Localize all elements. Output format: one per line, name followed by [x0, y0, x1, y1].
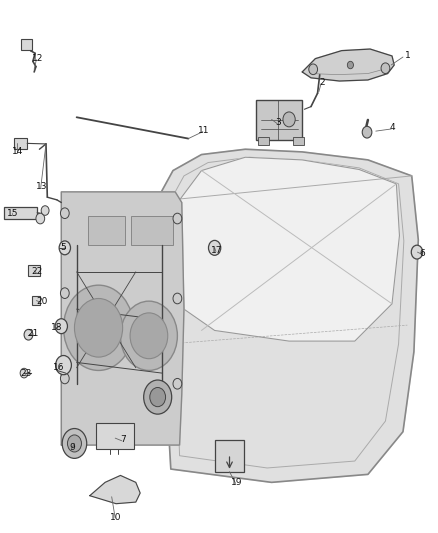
Bar [28, 265, 40, 276]
Circle shape [173, 293, 182, 304]
Text: 13: 13 [36, 182, 47, 191]
Text: 22: 22 [32, 268, 43, 276]
Bar [21, 39, 32, 50]
Bar [4, 207, 37, 219]
Circle shape [60, 288, 69, 298]
Bar [88, 216, 125, 245]
Text: 4: 4 [389, 124, 395, 132]
Circle shape [144, 380, 172, 414]
Circle shape [362, 126, 372, 138]
Text: 6: 6 [420, 249, 426, 257]
Text: 5: 5 [60, 244, 67, 252]
Bar [258, 137, 269, 145]
Bar [256, 100, 302, 140]
Circle shape [130, 313, 168, 359]
Text: 20: 20 [36, 297, 47, 305]
Circle shape [20, 368, 28, 378]
Circle shape [150, 387, 166, 407]
Circle shape [347, 61, 353, 69]
Polygon shape [61, 192, 184, 445]
Text: 23: 23 [21, 369, 32, 377]
Text: 9: 9 [69, 443, 75, 452]
Circle shape [309, 64, 318, 75]
Bar [215, 440, 244, 472]
Text: 7: 7 [120, 435, 126, 444]
Text: 18: 18 [51, 324, 63, 332]
Circle shape [381, 63, 390, 74]
Circle shape [208, 240, 221, 255]
Text: 15: 15 [7, 209, 19, 217]
Text: 17: 17 [211, 246, 223, 255]
Bar [96, 423, 134, 449]
Text: 14: 14 [12, 148, 23, 156]
Circle shape [173, 378, 182, 389]
Polygon shape [90, 475, 140, 504]
Polygon shape [155, 149, 418, 482]
Text: 2: 2 [319, 78, 325, 87]
Text: 12: 12 [32, 54, 43, 63]
Circle shape [173, 213, 182, 224]
Bar [293, 137, 304, 145]
Circle shape [36, 213, 45, 224]
Bar [131, 216, 173, 245]
Text: 21: 21 [27, 329, 39, 337]
Circle shape [74, 298, 123, 357]
Text: 16: 16 [53, 364, 65, 372]
Circle shape [41, 206, 49, 215]
Circle shape [64, 285, 134, 370]
Circle shape [56, 356, 71, 375]
Polygon shape [180, 157, 399, 341]
Text: 19: 19 [231, 478, 242, 487]
Circle shape [60, 373, 69, 384]
Circle shape [62, 429, 87, 458]
Circle shape [67, 435, 81, 452]
Circle shape [60, 208, 69, 219]
Circle shape [283, 112, 295, 127]
Bar [32, 296, 40, 305]
Text: 3: 3 [275, 118, 281, 127]
Circle shape [24, 329, 33, 340]
Polygon shape [302, 49, 394, 81]
Circle shape [59, 241, 71, 255]
Circle shape [411, 245, 423, 259]
Circle shape [120, 301, 177, 370]
Text: 10: 10 [110, 513, 122, 521]
Circle shape [55, 319, 67, 334]
Text: 1: 1 [404, 52, 410, 60]
Bar [14, 138, 27, 149]
Text: 11: 11 [198, 126, 209, 135]
